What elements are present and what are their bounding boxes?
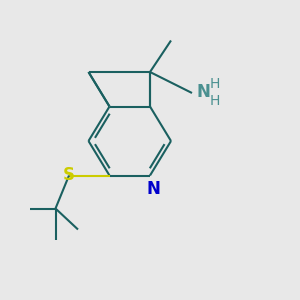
Text: N: N [196, 83, 210, 101]
Text: H: H [209, 77, 220, 91]
Text: S: S [63, 167, 75, 184]
Text: N: N [146, 180, 160, 198]
Text: H: H [209, 94, 220, 107]
